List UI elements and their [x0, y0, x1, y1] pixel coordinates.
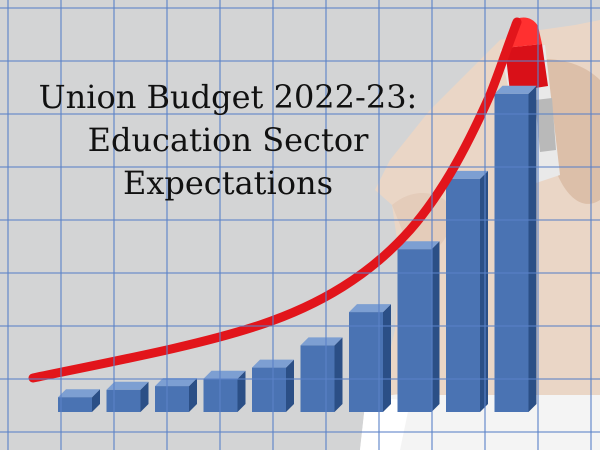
bar-10	[494, 85, 537, 413]
bar-8	[397, 241, 440, 412]
bar-3	[155, 378, 197, 412]
bar-6	[300, 337, 343, 412]
headline-line-3: Expectations	[122, 164, 334, 202]
trend-arrow-line	[28, 17, 522, 383]
bar-4	[203, 370, 246, 412]
headline-line-2: Education Sector	[87, 121, 369, 159]
bar-9	[446, 170, 488, 412]
headline-line-1: Union Budget 2022-23:	[38, 78, 418, 116]
bar-1	[58, 389, 100, 412]
bar-2	[106, 381, 149, 412]
bar-7	[349, 304, 391, 412]
headline: Union Budget 2022-23: Education Sector E…	[28, 76, 428, 205]
